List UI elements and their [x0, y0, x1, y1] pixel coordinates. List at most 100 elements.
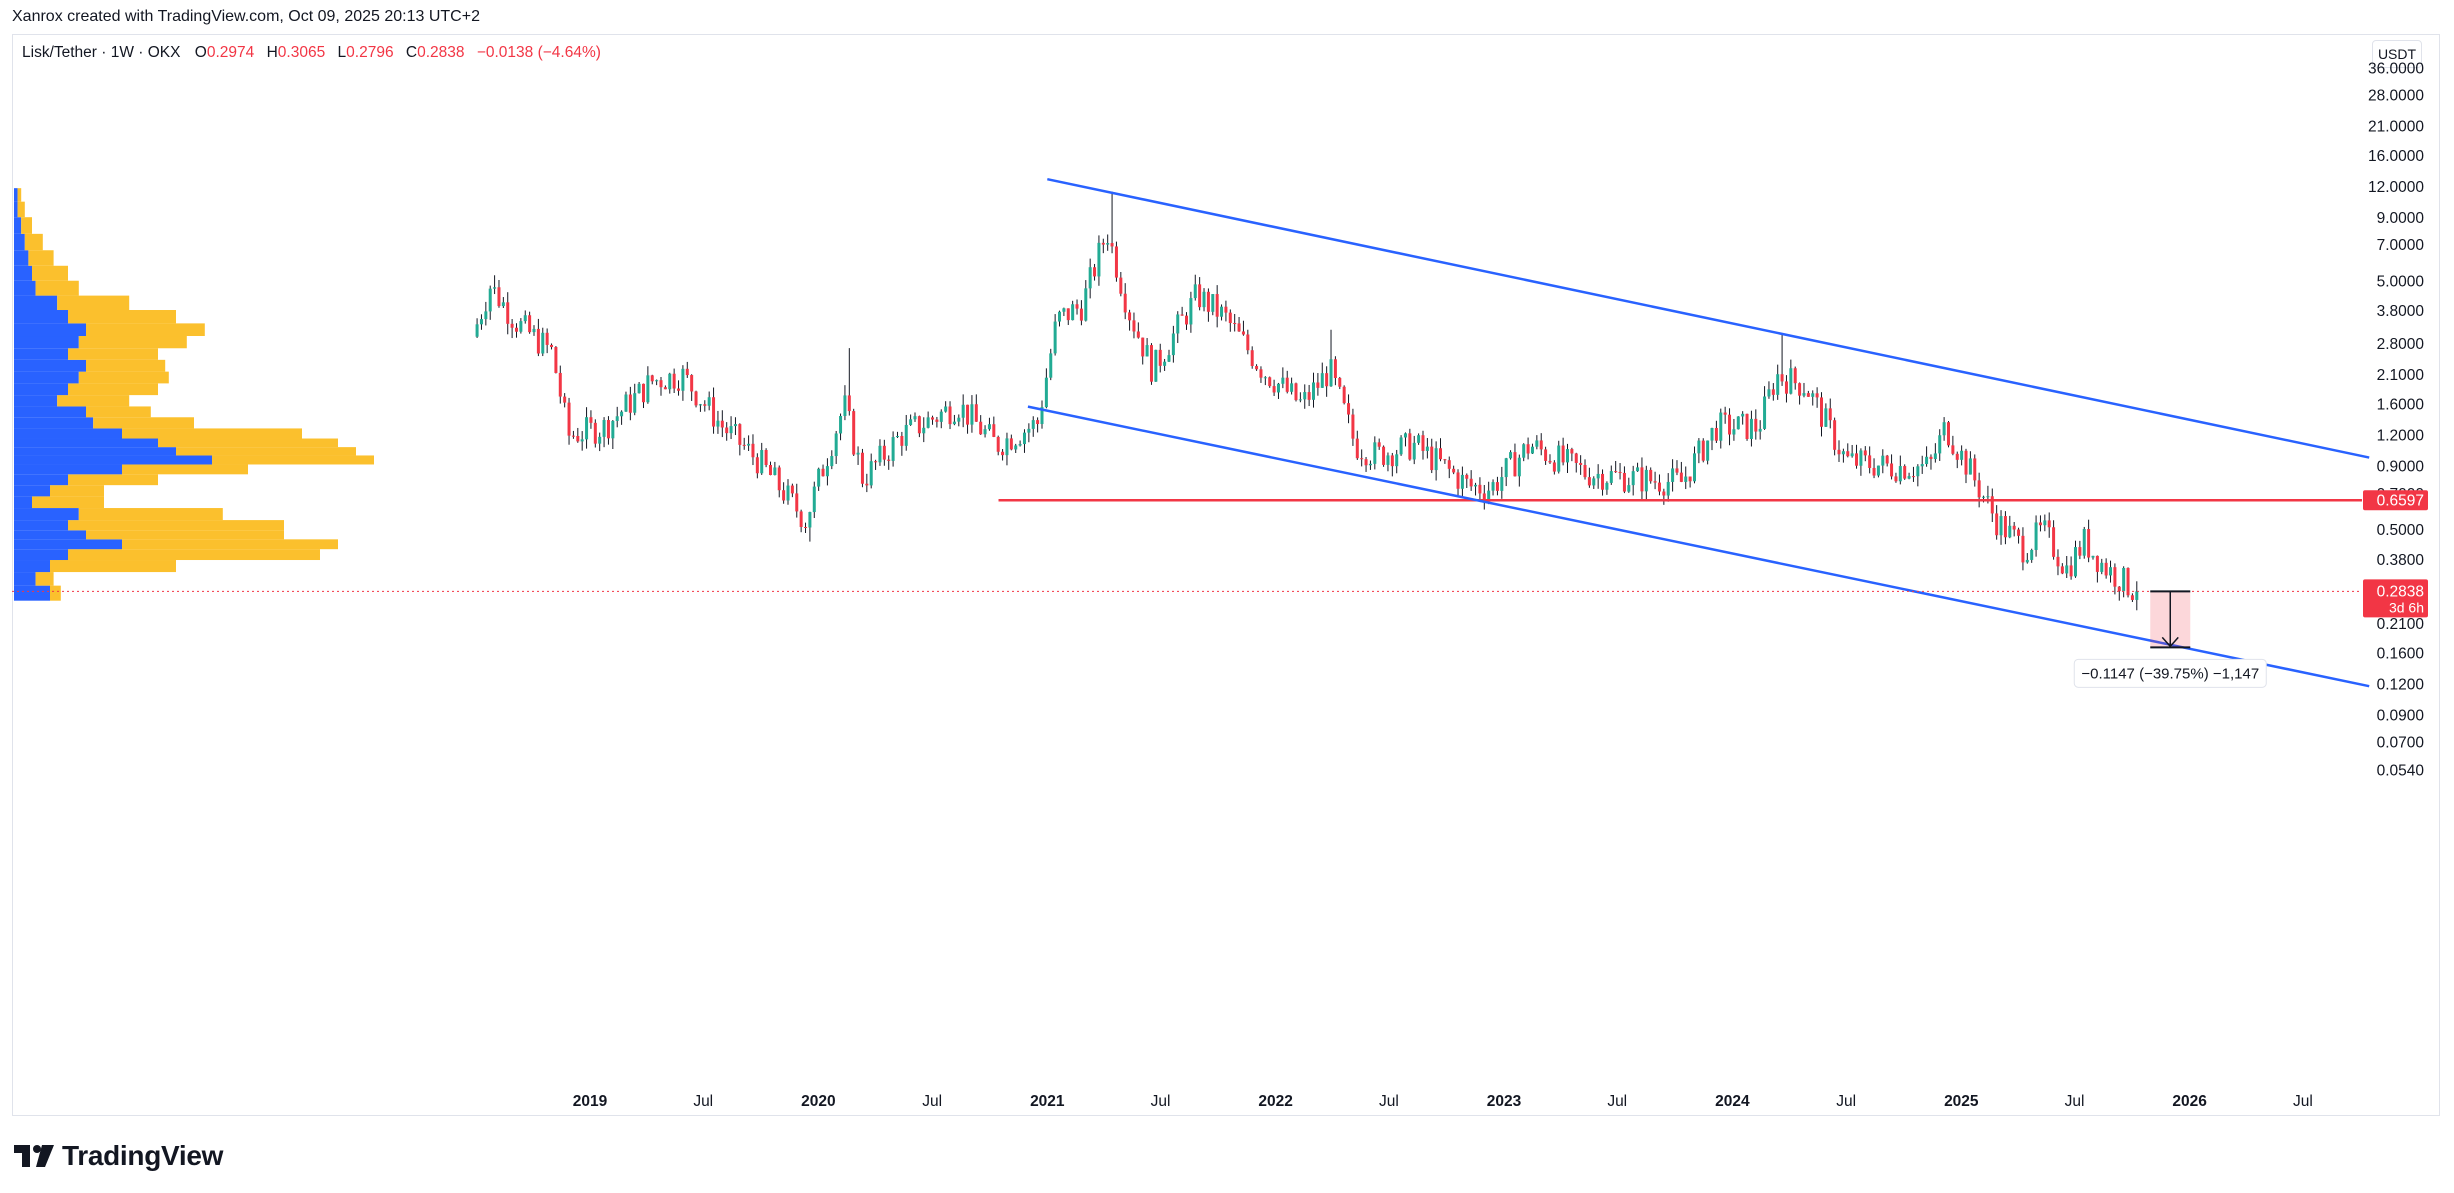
candle-body — [1605, 482, 1609, 490]
candle-body — [2038, 522, 2042, 526]
volume-profile-sell-bar — [68, 348, 158, 360]
candle-body — [1885, 455, 1889, 464]
candle-body — [1780, 374, 1784, 382]
candle-body — [1596, 473, 1600, 479]
candle-body — [1894, 476, 1898, 482]
volume-profile-sell-bar — [17, 188, 22, 202]
volume-profile-sell-bar — [176, 447, 356, 456]
candle-body — [2012, 525, 2016, 530]
tradingview-logo[interactable]: TradingView — [14, 1140, 223, 1172]
symbol-legend: Lisk/Tether · 1W · OKX O0.2974 H0.3065 L… — [22, 44, 609, 62]
candle-body — [1014, 445, 1018, 450]
candle-body — [1990, 496, 1994, 514]
candle-body — [493, 287, 497, 289]
time-axis-label: Jul — [2293, 1093, 2313, 1110]
candle-body — [2008, 525, 2012, 538]
candle-body — [606, 420, 610, 439]
candle-body — [1973, 458, 1977, 481]
candle-body — [812, 486, 816, 513]
candle-body — [1890, 463, 1894, 477]
candle-body — [1474, 484, 1478, 487]
measure-label-box — [2073, 658, 2267, 688]
candle-body — [1806, 393, 1810, 397]
volume-profile-buy-bar — [14, 336, 79, 349]
candle-body — [852, 411, 856, 455]
candle-body — [659, 380, 663, 388]
high-value: 0.3065 — [277, 44, 326, 61]
candle-body — [1710, 427, 1714, 441]
candle-body — [1566, 449, 1569, 463]
candle-body — [628, 394, 632, 413]
high-label: H — [266, 44, 278, 61]
candle-body — [1618, 472, 1622, 474]
price-axis-label: 0.3800 — [2377, 552, 2425, 569]
volume-profile-buy-bar — [14, 201, 18, 218]
last-price-badge — [2363, 579, 2428, 618]
candle-body — [1557, 445, 1561, 472]
volume-profile-buy-bar — [14, 539, 122, 550]
candle-body — [904, 424, 908, 446]
candle-body — [1714, 427, 1718, 441]
candle-body — [891, 437, 895, 461]
candle-body — [1355, 438, 1359, 459]
candle-body — [1154, 349, 1158, 382]
chart-credit: Xanrox created with TradingView.com, Oct… — [12, 8, 480, 25]
candle-body — [506, 302, 510, 324]
candle-body — [733, 424, 737, 427]
candle-body — [1482, 493, 1486, 500]
candle-body — [979, 421, 983, 435]
volume-profile-sell-bar — [86, 323, 205, 337]
candle-body — [1579, 462, 1583, 465]
candle-body — [782, 490, 786, 501]
candle-body — [2073, 547, 2077, 577]
volume-profile-sell-bar — [68, 520, 284, 531]
candle-body — [1968, 458, 1972, 475]
candle-body — [996, 436, 1000, 452]
candle-body — [1640, 467, 1644, 492]
candle-body — [882, 445, 886, 460]
candle-body — [663, 387, 667, 390]
candle-body — [2135, 591, 2139, 600]
candle-body — [2130, 595, 2134, 600]
candle-body — [1180, 314, 1184, 316]
candle-body — [1171, 333, 1175, 356]
candle-body — [747, 443, 751, 446]
symbol-title[interactable]: Lisk/Tether · 1W · OKX — [22, 44, 181, 61]
candle-body — [1097, 242, 1101, 277]
candle-body — [777, 467, 781, 491]
candle-body — [922, 427, 926, 434]
candle-body — [1929, 456, 1933, 460]
candle-body — [1986, 496, 1990, 498]
candle-body — [1671, 468, 1675, 482]
candle-body — [2047, 520, 2051, 528]
candle-body — [641, 383, 645, 403]
price-axis-label: 12.0000 — [2368, 179, 2424, 196]
candle-body — [1027, 428, 1031, 433]
candle-body — [479, 319, 483, 325]
candle-body — [716, 420, 720, 427]
candle-body — [834, 433, 838, 457]
candle-body — [961, 404, 965, 418]
candle-body — [1066, 308, 1070, 321]
candle-body — [1307, 392, 1311, 400]
time-axis-label: 2023 — [1487, 1093, 1522, 1110]
candle-body — [1443, 459, 1447, 461]
candle-body — [1145, 345, 1149, 357]
candle-body — [1360, 458, 1364, 460]
candle-body — [1241, 331, 1245, 335]
candle-body — [1570, 449, 1574, 454]
candle-body — [2069, 565, 2073, 577]
currency-unit-button[interactable]: USDT — [2372, 40, 2422, 68]
candle-body — [825, 466, 829, 477]
candle-body — [1526, 444, 1530, 454]
candle-body — [1193, 284, 1197, 299]
candle-body — [541, 332, 545, 354]
candle-body — [1237, 323, 1241, 332]
price-axis-label: 21.0000 — [2368, 119, 2424, 136]
candle-body — [1005, 438, 1009, 456]
candle-body — [1325, 373, 1329, 387]
candle-body — [1268, 377, 1272, 387]
candle-body — [1509, 452, 1513, 459]
candle-body — [1925, 456, 1929, 465]
